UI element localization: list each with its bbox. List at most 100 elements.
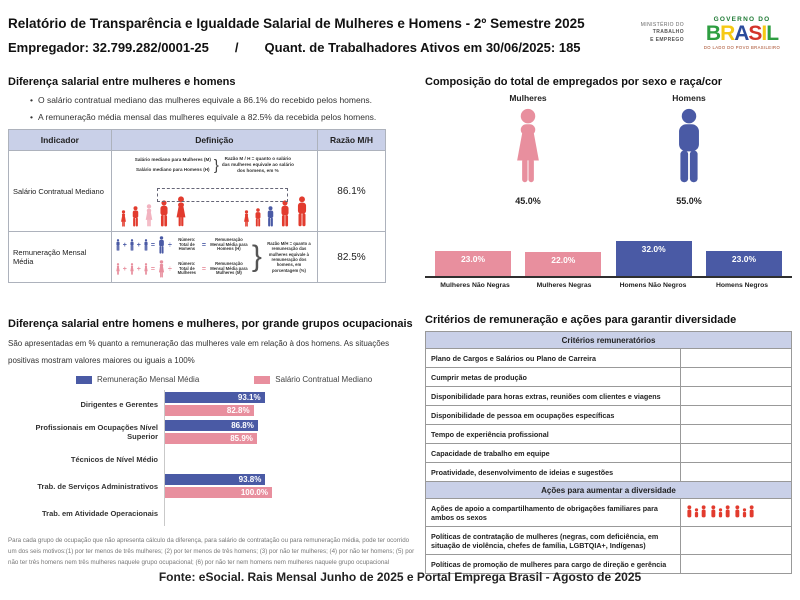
man-icon: [157, 236, 166, 254]
salary-gap-bullet: O salário contratual mediano das mulhere…: [30, 95, 418, 105]
occupation-bar-chart: Dirigentes e Gerentes 93.1% 82.8% Profissio…: [8, 390, 418, 526]
occupation-bar: 86.8%: [165, 420, 258, 431]
brasil-letter: L: [766, 22, 779, 45]
governo-do-brasil-logo: GOVERNO DO BRASIL DO LADO DO POVO BRASIL…: [694, 16, 790, 50]
median-connector-lines: [156, 188, 288, 202]
occupation-section: Diferença salarial entre homens e mulher…: [8, 318, 418, 568]
brace-glyph: }: [213, 156, 219, 174]
criteria-label: Plano de Cargos e Salários ou Plano de C…: [425, 348, 681, 368]
divide-operator: ÷: [167, 265, 172, 273]
occupation-category-label: Técnicos de Nível Médio: [70, 454, 158, 464]
equals-operator: =: [201, 241, 206, 249]
criteria-label: Cumprir metas de produção: [425, 367, 681, 387]
family-icon: [734, 505, 755, 518]
right-column: Composição do total de empregados por se…: [425, 76, 792, 581]
woman-icon: [157, 260, 166, 278]
occupation-bars: [164, 500, 418, 526]
criteria-status-cell: [680, 424, 792, 444]
race-composition-bars: 23.0% 22.0% 32.0% 23.0%: [425, 236, 792, 276]
legend-label: Salário Contratual Mediano: [275, 375, 373, 384]
criteria-title: Critérios de remuneração e ações para ga…: [425, 314, 737, 326]
men-pictogram: Homens 55.0%: [644, 93, 734, 206]
indicator-definition: + + = ÷ Número: Total de Homens = Remune…: [110, 231, 318, 283]
composition-bar-value: 32.0%: [615, 240, 692, 276]
person-icon: [157, 200, 171, 227]
occupation-bar: 93.1%: [165, 392, 265, 403]
criteria-status-cell: [680, 348, 792, 368]
brace-glyph: }: [251, 240, 262, 273]
criteria-label: Políticas de contratação de mulheres (ne…: [425, 526, 681, 555]
table-row: Salário Contratual Mediano Salário media…: [8, 150, 387, 232]
criteria-label: Proatividade, desenvolvimento de ideias …: [425, 462, 681, 482]
brasil-letter: S: [748, 22, 762, 45]
left-column: Diferença salarial entre mulheres e home…: [8, 76, 418, 581]
salary-gap-bullet: A remuneração média mensal das mulheres …: [30, 112, 418, 122]
women-pictogram: Mulheres 45.0%: [483, 93, 573, 206]
legend-swatch-pink: [254, 375, 271, 384]
occupation-bars: 86.8% 85.9%: [164, 418, 418, 446]
occupation-footnote: Para cada grupo de ocupação que não apre…: [8, 537, 415, 566]
ministry-line: MINISTÉRIO DO: [640, 21, 684, 28]
chart-axis-line: [425, 276, 792, 278]
employer-id: Empregador: 32.799.282/0001-25: [8, 40, 209, 55]
occupation-category-label: Trab. em Atividade Operacionais: [41, 508, 158, 518]
criteria-row: Políticas de promoção de mulheres para c…: [425, 554, 792, 574]
occupation-row: Trab. em Atividade Operacionais: [8, 500, 418, 526]
active-workers: Quant. de Trabalhadores Ativos em 30/06/…: [264, 40, 581, 55]
men-result-label: Remuneração Mensal Média para Homens (H): [210, 236, 248, 252]
person-icon: [278, 200, 292, 227]
occupation-bar: 93.8%: [165, 474, 266, 485]
criteria-section-header: Ações para aumentar a diversidade: [425, 481, 792, 499]
occupation-category-label: Trab. de Serviços Administrativos: [37, 481, 158, 491]
composition-bar-label: Mulheres Negras: [536, 282, 592, 289]
brasil-letter: B: [705, 22, 721, 45]
legend-item-salario: Salário Contratual Mediano: [254, 375, 372, 384]
women-divisor-label: Número: Total de Mulheres: [177, 260, 197, 276]
woman-icon: [509, 108, 547, 184]
man-icon: [129, 239, 135, 251]
occupation-category-label: Dirigentes e Gerentes: [80, 399, 158, 409]
col-header-definicao: Definição: [110, 129, 318, 151]
women-percent: 45.0%: [515, 196, 541, 206]
ministry-line: TRABALHO: [652, 29, 684, 36]
criteria-status-cell: [680, 554, 792, 574]
occupation-description: São apresentadas em % quanto a remuneraç…: [8, 339, 390, 365]
criteria-status-cell: [680, 462, 792, 482]
col-header-indicador: Indicador: [8, 129, 112, 151]
women-result-label: Remuneração Mensal Média para Mulheres (…: [210, 260, 248, 276]
criteria-row: Disponibilidade para horas extras, reuni…: [425, 386, 792, 406]
equals-operator: =: [201, 265, 206, 273]
gov-tagline: DO LADO DO POVO BRASILEIRO: [703, 45, 781, 50]
indicator-name: Remuneração Mensal Média: [8, 231, 112, 283]
criteria-label: Capacidade de trabalho em equipe: [425, 443, 681, 463]
ratio-note: Razão M / H = quanto o salário das mulhe…: [221, 156, 294, 173]
occupation-bar: 82.8%: [165, 405, 254, 416]
brasil-letter: I: [761, 22, 767, 45]
brasil-letter: R: [720, 22, 735, 45]
composition-bar: 32.0%: [615, 240, 692, 276]
separator: /: [234, 40, 239, 55]
family-icon: [686, 505, 707, 518]
occupation-bars: 93.1% 82.8%: [164, 390, 418, 418]
occupation-bars: [164, 446, 418, 472]
page-title: Relatório de Transparência e Igualdade S…: [8, 16, 585, 31]
salary-gap-bullets: O salário contratual mediano das mulhere…: [8, 95, 418, 122]
indicator-name: Salário Contratual Mediano: [8, 150, 112, 232]
criteria-row: Ações de apoio a compartilhamento de obr…: [425, 498, 792, 527]
criteria-section: Critérios de remuneração e ações para ga…: [425, 314, 792, 574]
woman-icon: [115, 263, 121, 275]
women-average-formula: + + = ÷ Número: Total de Mulheres = Remu…: [115, 260, 250, 278]
men-divisor-label: Número: Total de Homens: [178, 236, 196, 252]
brasil-letter: A: [734, 22, 749, 45]
person-icon: [265, 206, 276, 227]
person-icon: [294, 196, 310, 227]
person-icon: [242, 210, 251, 227]
composition-bar-value: 23.0%: [705, 250, 782, 276]
man-icon: [115, 239, 121, 251]
composition-title: Composição do total de empregados por se…: [425, 76, 723, 88]
composition-bar: 23.0%: [705, 250, 782, 276]
government-logos: MINISTÉRIO DO TRABALHO E EMPREGO GOVERNO…: [641, 16, 790, 50]
source-footer: Fonte: eSocial. Rais Mensal Junho de 202…: [158, 570, 642, 584]
table-header-row: Indicador Definição Razão M/H: [8, 129, 387, 151]
ministry-line: E EMPREGO: [650, 36, 684, 43]
